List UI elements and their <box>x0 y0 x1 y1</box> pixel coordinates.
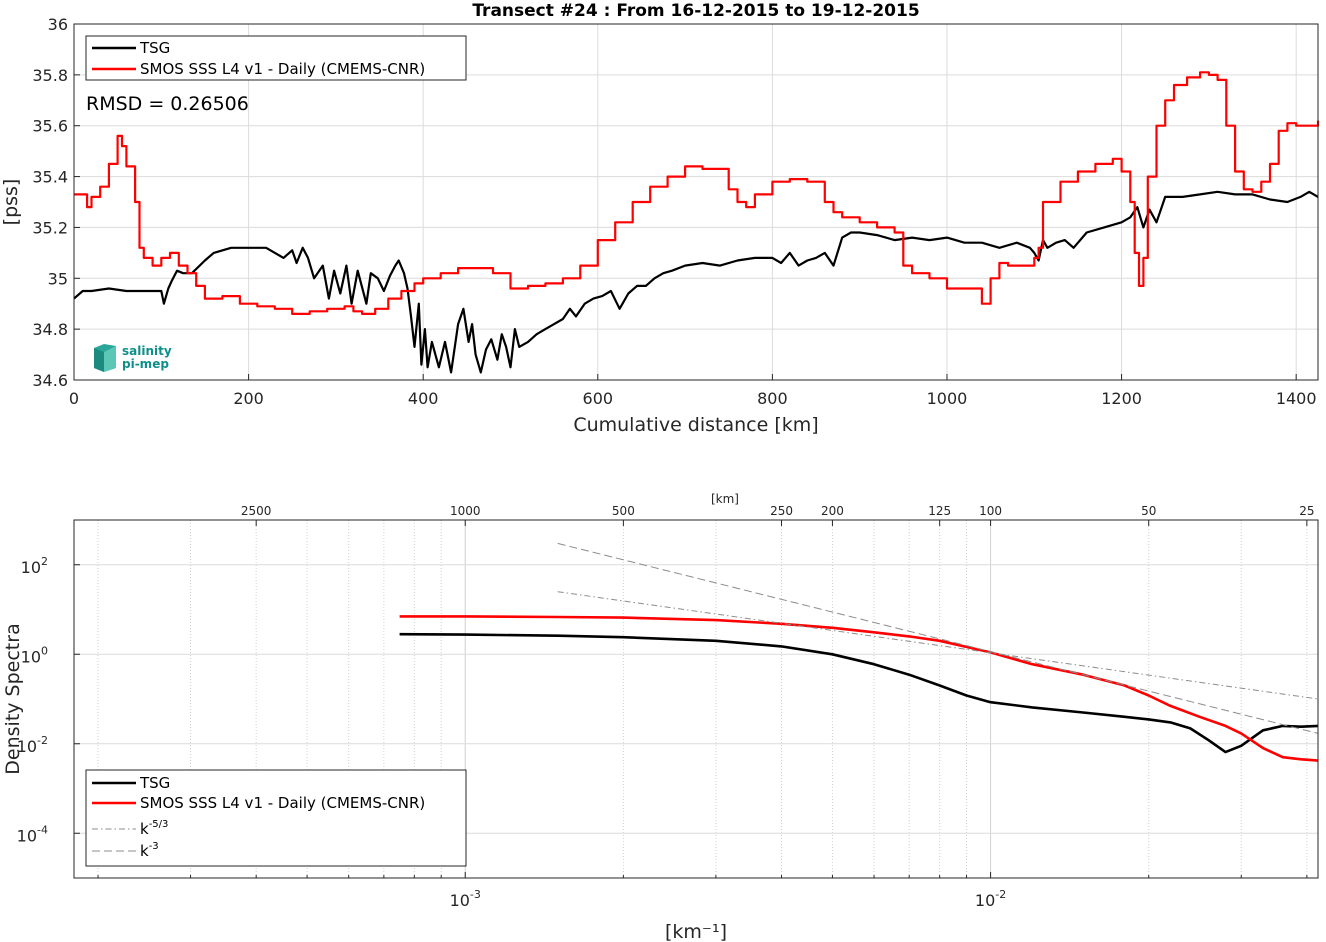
bottom-x-ticks: 10-3 10-2 <box>97 872 1308 910</box>
top-legend: TSG SMOS SSS L4 v1 - Daily (CMEMS-CNR) <box>85 35 467 81</box>
top-legend-box <box>85 35 467 81</box>
top-y-ticks: 34.6 34.8 35 35.2 35.4 35.6 35.8 36 <box>32 15 80 390</box>
top-x-tick-label: 1000 <box>927 389 968 408</box>
top-legend-label-tsg: TSG <box>139 39 170 57</box>
top-y-tick-label: 34.6 <box>32 371 68 390</box>
bottom-top-tick-label: 50 <box>1141 504 1156 518</box>
bottom-legend-label-tsg: TSG <box>139 774 170 792</box>
bottom-legend-box <box>85 769 467 867</box>
bottom-legend-label-k53: k-5/3 <box>140 819 168 838</box>
top-axis-km-label: [km] <box>711 492 739 506</box>
top-plot-area <box>74 24 1318 380</box>
top-x-tick-label: 800 <box>757 389 788 408</box>
top-x-tick-label: 1400 <box>1276 389 1317 408</box>
bottom-y-ticks: 10-4 10-2 100 102 <box>17 555 80 845</box>
logo-text-line1: salinity <box>122 344 172 358</box>
top-y-tick-label: 35.4 <box>32 168 68 187</box>
bottom-top-tick-label: 125 <box>928 504 951 518</box>
top-legend-label-smos: SMOS SSS L4 v1 - Daily (CMEMS-CNR) <box>140 60 425 78</box>
bottom-legend-label-k3: k-3 <box>140 841 159 860</box>
bottom-legend-label-smos: SMOS SSS L4 v1 - Daily (CMEMS-CNR) <box>140 794 425 812</box>
density-spectra-chart: [km] 10-3 10-2 2500 1000 500 250 200 125 100 50 2… <box>2 492 1319 942</box>
bottom-x-axis-label: [km⁻¹] <box>665 921 727 942</box>
top-y-tick-label: 34.8 <box>32 320 68 339</box>
top-x-tick-label: 1200 <box>1101 389 1142 408</box>
top-series-tsg-line <box>73 190 1319 374</box>
bottom-top-tick-label: 25 <box>1299 504 1314 518</box>
bottom-top-km-ticks: 2500 1000 500 250 200 125 100 50 25 <box>241 504 1315 526</box>
bottom-y-tick-label: 100 <box>21 644 48 666</box>
top-y-tick-label: 35 <box>48 269 68 288</box>
top-x-tick-label: 400 <box>408 389 439 408</box>
top-x-tick-label: 200 <box>233 389 264 408</box>
top-series-smos-line <box>74 71 1320 315</box>
salinity-pi-mep-logo: salinity pi-mep <box>94 344 172 372</box>
bottom-x-axis-label-text: [km⁻¹] <box>665 921 727 942</box>
chart-title: Transect #24 : From 16-12-2015 to 19-12-… <box>472 1 919 21</box>
bottom-top-tick-label: 200 <box>821 504 844 518</box>
bottom-top-tick-label: 500 <box>612 504 635 518</box>
top-x-ticks: 0 200 400 600 800 1000 1200 1400 <box>69 374 1317 408</box>
bottom-y-tick-label: 10-2 <box>17 734 48 756</box>
bottom-series-smos-line <box>399 615 1319 762</box>
logo-mark-icon <box>94 344 116 372</box>
bottom-top-tick-label: 2500 <box>241 504 272 518</box>
bottom-top-tick-label: 250 <box>770 504 793 518</box>
bottom-x-tick-label: 10-2 <box>975 888 1006 910</box>
bottom-series-tsg-line <box>399 632 1319 754</box>
top-plot-border <box>73 23 1319 381</box>
top-y-tick-label: 35.6 <box>32 117 68 136</box>
bottom-series-group <box>399 542 1319 762</box>
top-series-group <box>73 71 1320 374</box>
bottom-series-k53-line <box>557 591 1319 700</box>
logo-text-line2: pi-mep <box>122 357 169 371</box>
top-x-tick-label: 600 <box>583 389 614 408</box>
rmsd-annotation: RMSD = 0.26506 <box>86 93 249 115</box>
top-x-tick-label: 0 <box>69 389 79 408</box>
top-x-axis-label: Cumulative distance [km] <box>573 414 818 436</box>
bottom-top-tick-label: 100 <box>979 504 1002 518</box>
top-y-tick-label: 35.8 <box>32 66 68 85</box>
bottom-series-k3-line <box>557 542 1319 734</box>
bottom-x-tick-label: 10-3 <box>450 888 481 910</box>
bottom-plot-border <box>73 519 1319 879</box>
salinity-transect-chart: Transect #24 : From 16-12-2015 to 19-12-… <box>0 1 1320 436</box>
bottom-y-tick-label: 10-4 <box>17 823 48 845</box>
bottom-y-tick-label: 102 <box>21 555 48 577</box>
bottom-y-axis-label: Density Spectra <box>2 623 24 774</box>
top-y-tick-label: 36 <box>48 15 68 34</box>
top-y-axis-label: [pss] <box>0 179 22 226</box>
bottom-legend: TSG SMOS SSS L4 v1 - Daily (CMEMS-CNR) k… <box>85 769 467 867</box>
top-y-tick-label: 35.2 <box>32 218 68 237</box>
bottom-top-tick-label: 1000 <box>450 504 481 518</box>
